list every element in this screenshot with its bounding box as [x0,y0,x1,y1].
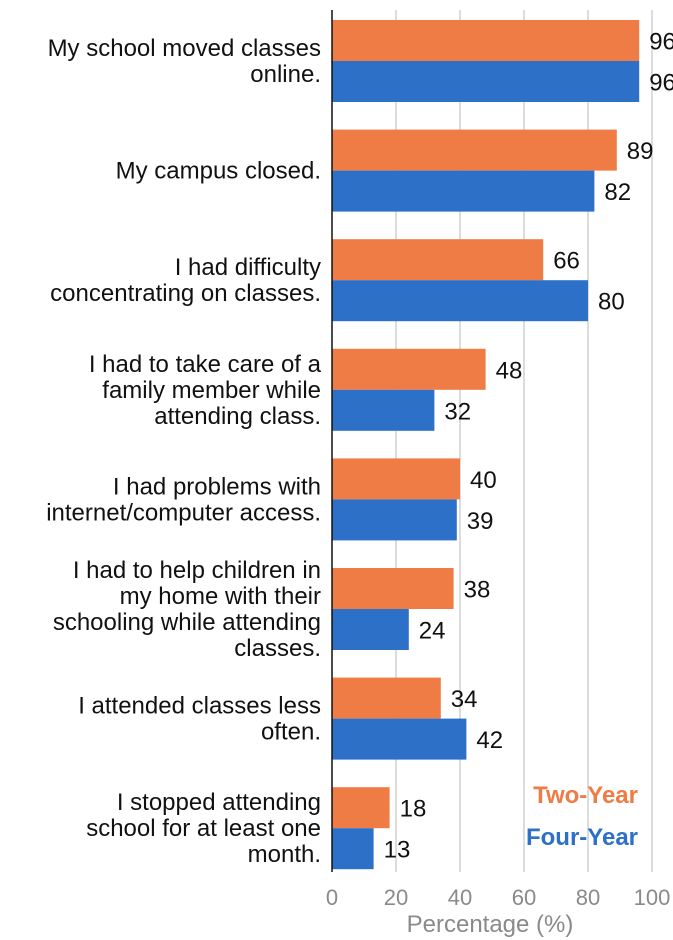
value-label: 38 [464,577,491,604]
bar-four-year [332,389,435,431]
bar-four-year [332,61,640,102]
x-tick-label: 60 [512,885,536,910]
category-label: I had problems with internet/computer acc… [46,473,321,526]
value-label: 96 [649,70,673,97]
x-axis-title: Percentage (%) [407,911,574,938]
legend-label-four-year: Four-Year [526,824,638,851]
category-label: I attended classes less often. [78,693,321,746]
bar-four-year [332,718,467,760]
category-label: I had to help children in my home with th… [53,557,321,662]
bar-two-year [332,20,640,61]
bar-four-year [332,170,595,212]
value-label: 48 [496,357,523,384]
value-label: 66 [553,248,580,275]
bars [332,20,640,870]
bar-two-year [332,458,460,500]
bar-two-year [332,787,390,829]
value-label: 24 [419,618,446,645]
bar-two-year [332,677,441,719]
bar-two-year [332,568,454,609]
x-tick-labels: 0 20 40 60 80 100 [326,885,670,910]
value-label: 18 [400,796,427,823]
bar-two-year [332,348,486,390]
bar-two-year [332,239,544,281]
bar-four-year [332,828,374,870]
bar-four-year [332,280,588,322]
value-label: 42 [476,727,503,754]
value-label: 82 [604,179,631,206]
bar-two-year [332,129,617,171]
value-label: 96 [649,29,673,56]
x-tick-label: 100 [634,885,671,910]
x-tick-label: 20 [384,885,408,910]
value-label: 39 [467,508,494,535]
value-label: 32 [444,398,471,425]
value-label: 13 [384,837,411,864]
bar-four-year [332,609,409,650]
category-label: I stopped attending school for at least o… [86,789,321,868]
category-label: My school moved classes online. [48,35,321,88]
value-label: 89 [627,138,654,165]
category-label: I had difficulty concentrating on classes… [50,254,321,307]
value-label: 80 [598,289,625,316]
value-label: 34 [451,686,478,713]
x-tick-label: 80 [576,885,600,910]
value-labels: 96 96 89 82 66 80 48 32 40 39 38 24 34 42 18 13 [384,29,673,864]
category-label: My campus closed. [116,158,321,185]
x-tick-label: 0 [326,885,338,910]
x-tick-label: 40 [448,885,472,910]
category-label: I had to take care of a family member whi… [89,351,322,430]
legend: Two-Year Four-Year [526,782,638,851]
bar-four-year [332,499,457,541]
value-label: 40 [470,467,497,494]
legend-label-two-year: Two-Year [533,782,638,809]
category-labels: My school moved classes online. My campus … [46,35,321,868]
